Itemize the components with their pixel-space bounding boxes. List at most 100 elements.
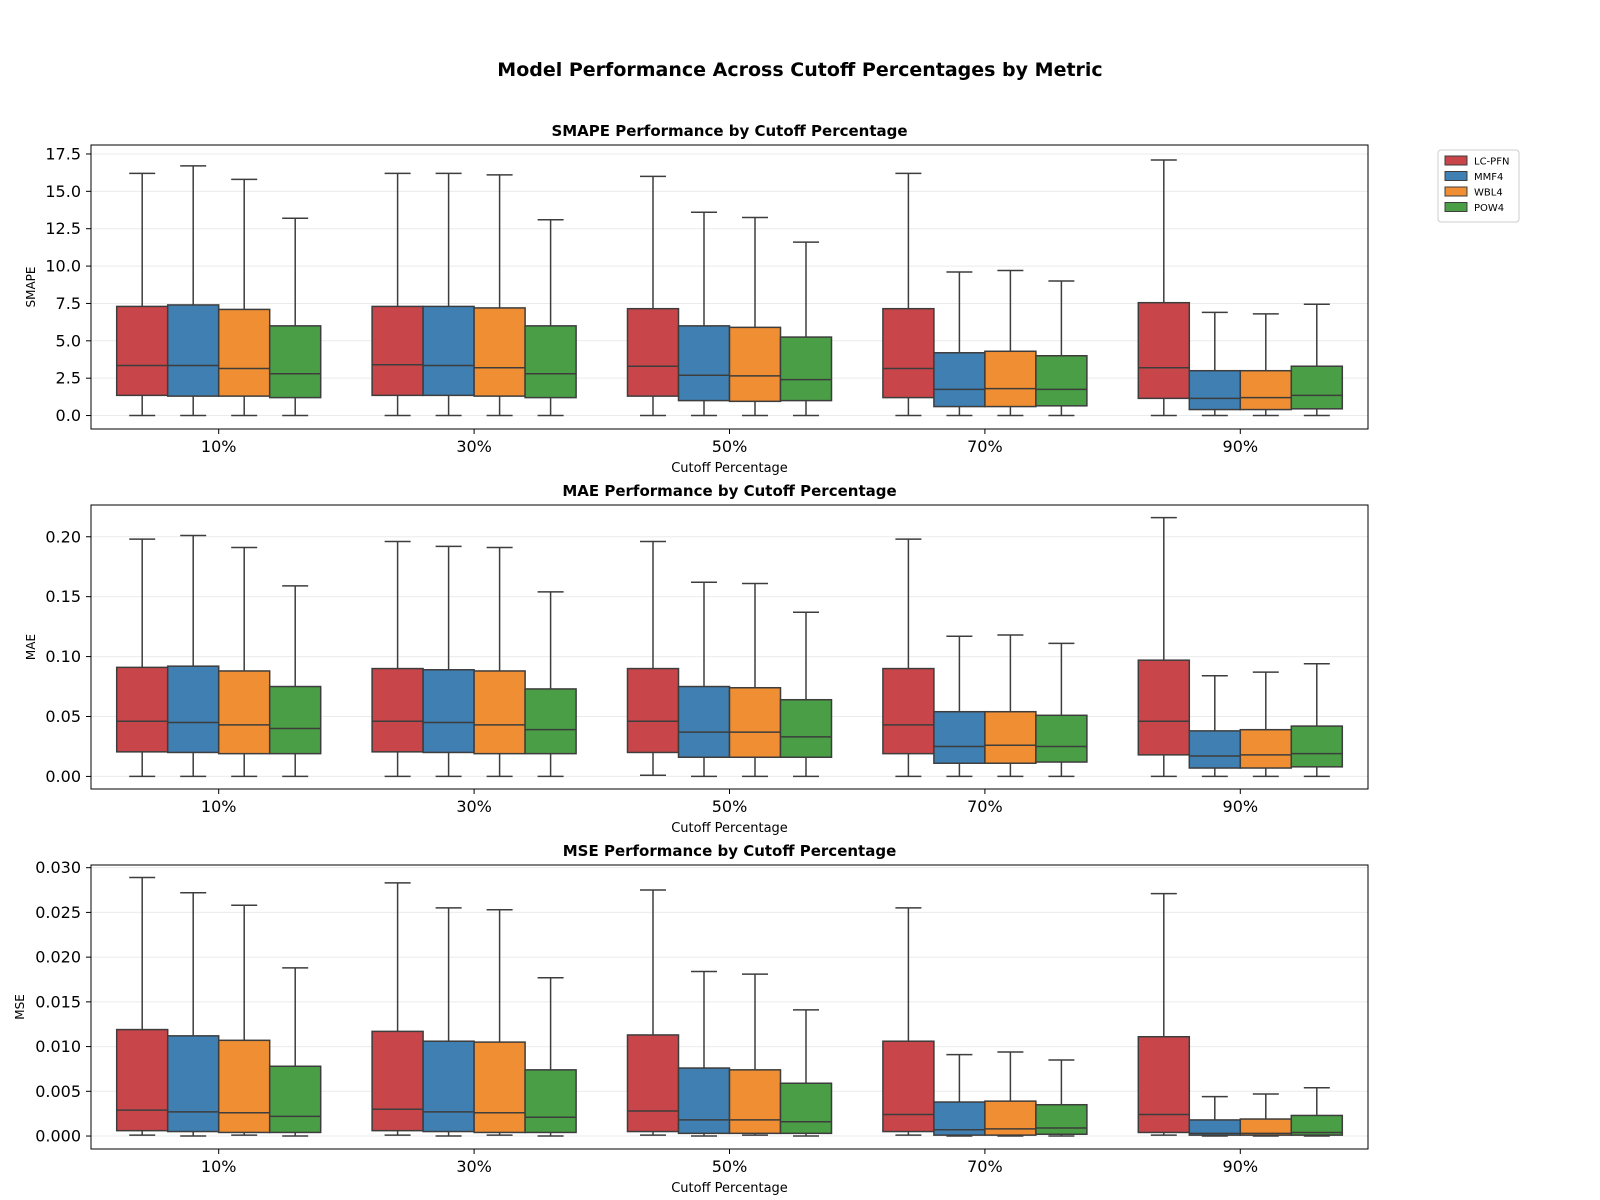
y-axis-label: MSE [13, 994, 27, 1020]
box-lc-pfn-50pct [626, 540, 680, 776]
box-lc-pfn-30pct [371, 882, 424, 1136]
x-tick-label: 10% [201, 437, 237, 456]
legend-label: WBL4 [1474, 188, 1503, 199]
x-tick-label: 70% [967, 797, 1003, 816]
box-iqr [115, 666, 169, 753]
box-pow4-90pct [1290, 663, 1344, 778]
box-wbl4-10pct [217, 178, 271, 417]
box-iqr [677, 325, 731, 402]
box-pow4-70pct [1035, 280, 1088, 417]
box-wbl4-70pct [984, 1051, 1037, 1137]
box-mmf4-30pct [422, 172, 475, 417]
box-wbl4-90pct [1239, 313, 1293, 417]
y-tick-label: 17.5 [45, 144, 81, 163]
box-iqr [371, 667, 424, 753]
legend-swatch [1444, 171, 1468, 181]
box-iqr [268, 685, 322, 755]
legend-label: MMF4 [1474, 172, 1503, 183]
box-lc-pfn-10pct [115, 538, 169, 778]
x-tick-label: 10% [201, 1157, 237, 1176]
box-pow4-90pct [1290, 303, 1344, 417]
box-iqr [524, 325, 577, 399]
box-mmf4-30pct [422, 545, 475, 778]
box-mmf4-90pct [1188, 311, 1242, 417]
box-iqr [1290, 365, 1344, 410]
box-iqr [984, 710, 1037, 764]
subplots: SMAPE Performance by Cutoff Percentage 0.… [13, 122, 1369, 1196]
legend: LC-PFN MMF4 WBL4 POW4 [1437, 149, 1520, 223]
y-axis-label: SMAPE [24, 267, 38, 308]
subplot-mae: MAE Performance by Cutoff Percentage 0.00… [24, 482, 1369, 836]
x-tick-label: 50% [712, 797, 748, 816]
box-iqr [1035, 1103, 1088, 1135]
box-mmf4-50pct [677, 581, 731, 778]
y-tick-label: 12.5 [45, 219, 81, 238]
box-iqr [217, 308, 271, 397]
box-iqr [268, 1065, 322, 1134]
box-iqr [933, 352, 986, 408]
x-tick-label: 90% [1223, 1157, 1259, 1176]
box-lc-pfn-90pct [1137, 516, 1191, 778]
box-lc-pfn-70pct [882, 172, 935, 417]
box-iqr [166, 304, 220, 397]
box-pow4-10pct [268, 585, 322, 778]
box-iqr [984, 350, 1037, 408]
y-tick-label: 2.5 [56, 369, 81, 388]
subplot-title: SMAPE Performance by Cutoff Percentage [551, 122, 907, 140]
legend-item-pow4: POW4 [1444, 202, 1504, 214]
box-wbl4-50pct [728, 973, 782, 1136]
x-tick-label: 50% [712, 437, 748, 456]
box-iqr [422, 1040, 475, 1133]
box-wbl4-10pct [217, 904, 271, 1136]
box-lc-pfn-70pct [882, 907, 935, 1136]
box-mmf4-10pct [166, 165, 220, 417]
figure-title: Model Performance Across Cutoff Percenta… [497, 59, 1102, 81]
box-iqr [728, 686, 782, 758]
y-tick-label: 0.15 [45, 587, 81, 606]
y-tick-label: 7.5 [56, 294, 81, 313]
box-lc-pfn-50pct [626, 889, 680, 1136]
box-iqr [1035, 355, 1088, 407]
y-tick-label: 0.030 [35, 858, 81, 877]
box-pow4-10pct [268, 967, 322, 1137]
box-mmf4-50pct [677, 211, 731, 417]
box-pow4-30pct [524, 591, 577, 778]
x-axis-label: Cutoff Percentage [671, 461, 788, 476]
box-iqr [728, 326, 782, 403]
box-pow4-10pct [268, 217, 322, 417]
box-iqr [371, 1030, 424, 1132]
y-tick-label: 15.0 [45, 182, 81, 201]
box-mmf4-70pct [933, 271, 986, 417]
box-iqr [115, 1028, 169, 1132]
box-mmf4-70pct [933, 1053, 986, 1137]
y-tick-label: 0.0 [56, 406, 81, 425]
box-pow4-70pct [1035, 1059, 1088, 1137]
box-iqr [728, 1069, 782, 1135]
box-lc-pfn-90pct [1137, 892, 1191, 1136]
box-wbl4-30pct [473, 174, 526, 417]
box-iqr [473, 1041, 526, 1134]
box-pow4-90pct [1290, 1086, 1344, 1137]
box-iqr [779, 336, 833, 402]
box-iqr [779, 1082, 833, 1135]
box-iqr [1188, 730, 1242, 769]
box-iqr [677, 1067, 731, 1135]
box-iqr [1239, 369, 1293, 411]
x-axis-label: Cutoff Percentage [671, 1181, 788, 1196]
box-pow4-30pct [524, 976, 577, 1137]
box-iqr [882, 307, 935, 399]
legend-item-mmf4: MMF4 [1444, 171, 1503, 183]
box-lc-pfn-30pct [371, 172, 424, 417]
box-iqr [779, 698, 833, 758]
subplot-mse: MSE Performance by Cutoff Percentage 0.00… [13, 842, 1369, 1196]
box-wbl4-50pct [728, 216, 782, 417]
box-iqr [166, 1035, 220, 1133]
box-mmf4-90pct [1188, 675, 1242, 778]
y-tick-label: 0.000 [35, 1127, 81, 1146]
box-mmf4-70pct [933, 635, 986, 778]
box-mmf4-50pct [677, 970, 731, 1137]
y-tick-label: 0.00 [45, 767, 81, 786]
box-iqr [1137, 301, 1191, 400]
box-iqr [115, 305, 169, 397]
